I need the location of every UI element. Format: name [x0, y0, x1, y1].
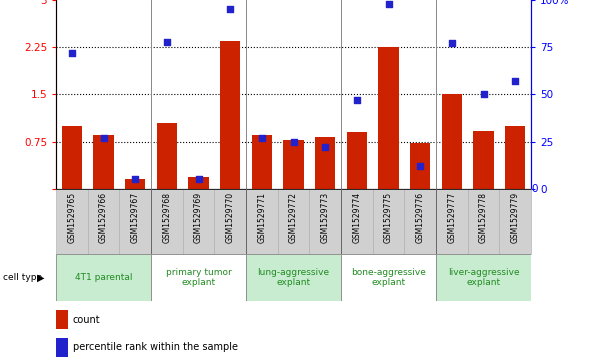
- Point: [130, 176, 140, 182]
- Text: GSM1529777: GSM1529777: [447, 192, 456, 243]
- Point: [289, 139, 298, 144]
- Bar: [473, 131, 494, 189]
- Bar: [88, 189, 119, 254]
- Text: GSM1529773: GSM1529773: [321, 192, 330, 243]
- Bar: [188, 178, 209, 189]
- Text: GSM1529765: GSM1529765: [67, 192, 76, 243]
- Bar: [436, 254, 531, 301]
- Bar: [125, 179, 146, 189]
- Point: [225, 7, 235, 12]
- Point: [478, 91, 488, 97]
- Text: GSM1529767: GSM1529767: [131, 192, 140, 243]
- Text: percentile rank within the sample: percentile rank within the sample: [73, 342, 238, 352]
- Bar: [441, 94, 462, 189]
- Bar: [246, 189, 278, 254]
- Bar: [378, 47, 399, 189]
- Point: [320, 144, 330, 150]
- Text: GSM1529772: GSM1529772: [289, 192, 298, 243]
- Bar: [410, 143, 431, 189]
- Bar: [151, 189, 183, 254]
- Bar: [220, 41, 241, 189]
- Text: 0: 0: [531, 184, 537, 194]
- Text: GSM1529779: GSM1529779: [511, 192, 520, 243]
- Bar: [56, 254, 151, 301]
- Point: [99, 135, 108, 141]
- Bar: [156, 123, 177, 189]
- Point: [415, 163, 425, 169]
- Bar: [119, 189, 151, 254]
- Bar: [214, 189, 246, 254]
- Text: cell type: cell type: [3, 273, 42, 282]
- Text: GSM1529778: GSM1529778: [479, 192, 488, 243]
- Text: GSM1529771: GSM1529771: [257, 192, 266, 243]
- Text: lung-aggressive
explant: lung-aggressive explant: [257, 268, 330, 287]
- Bar: [56, 338, 68, 356]
- Bar: [283, 140, 304, 189]
- Bar: [309, 189, 341, 254]
- Text: GSM1529776: GSM1529776: [416, 192, 425, 243]
- Point: [67, 50, 77, 56]
- Text: GSM1529770: GSM1529770: [226, 192, 235, 243]
- Bar: [341, 254, 436, 301]
- Point: [257, 135, 267, 141]
- Text: primary tumor
explant: primary tumor explant: [166, 268, 231, 287]
- Text: GSM1529769: GSM1529769: [194, 192, 203, 243]
- Bar: [151, 254, 246, 301]
- Bar: [373, 189, 404, 254]
- Bar: [346, 132, 367, 189]
- Point: [384, 1, 393, 7]
- Bar: [341, 189, 373, 254]
- Bar: [278, 189, 309, 254]
- Text: count: count: [73, 315, 100, 325]
- Text: GSM1529775: GSM1529775: [384, 192, 393, 243]
- Point: [352, 97, 362, 103]
- Point: [510, 78, 520, 84]
- Point: [194, 176, 203, 182]
- Text: GSM1529768: GSM1529768: [162, 192, 171, 243]
- Bar: [505, 126, 526, 189]
- Bar: [246, 254, 341, 301]
- Text: 4T1 parental: 4T1 parental: [75, 273, 132, 282]
- Text: liver-aggressive
explant: liver-aggressive explant: [448, 268, 519, 287]
- Bar: [93, 135, 114, 189]
- Bar: [56, 189, 88, 254]
- Bar: [404, 189, 436, 254]
- Bar: [56, 310, 68, 330]
- Bar: [251, 135, 272, 189]
- Bar: [499, 189, 531, 254]
- Bar: [183, 189, 214, 254]
- Text: GSM1529766: GSM1529766: [99, 192, 108, 243]
- Text: bone-aggressive
explant: bone-aggressive explant: [351, 268, 426, 287]
- Text: ▶: ▶: [37, 273, 45, 283]
- Bar: [315, 137, 336, 189]
- Bar: [61, 126, 82, 189]
- Point: [162, 38, 172, 44]
- Bar: [436, 189, 468, 254]
- Text: GSM1529774: GSM1529774: [352, 192, 361, 243]
- Bar: [468, 189, 499, 254]
- Point: [447, 41, 457, 46]
